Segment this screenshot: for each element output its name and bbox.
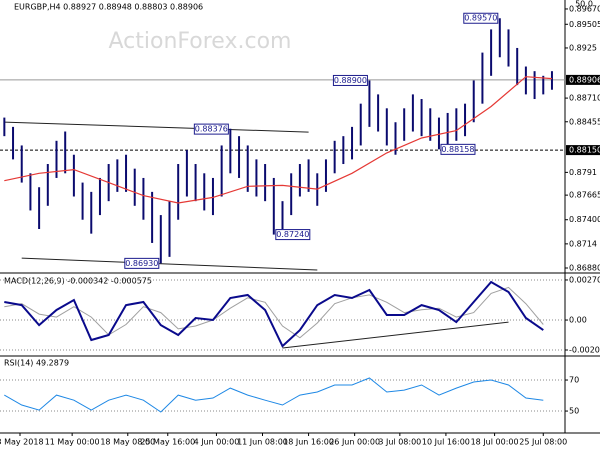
x-tick-label: 18 Jun 16:00 bbox=[283, 438, 334, 447]
y-tick-label: 0.002705 bbox=[569, 275, 600, 284]
annotation-box bbox=[275, 229, 311, 241]
trendline bbox=[4, 121, 309, 133]
x-tick-label: 26 Jun 00:00 bbox=[329, 438, 380, 447]
annotation-box bbox=[124, 257, 160, 269]
y-tick-label: 70 bbox=[569, 376, 579, 385]
annotation-box bbox=[440, 143, 476, 155]
watermark: ActionForex.com bbox=[109, 29, 292, 54]
annotation-label: 0.89570 bbox=[464, 14, 497, 23]
y-tick-label: 0.8925 bbox=[569, 43, 597, 52]
y-tick-label: 0.88455 bbox=[569, 117, 600, 126]
annotation-label: 0.88158 bbox=[441, 145, 474, 154]
trendline bbox=[21, 257, 318, 271]
x-tick-label: 11 May 00:00 bbox=[45, 438, 100, 447]
y-tick-label: 0.00 bbox=[569, 316, 587, 325]
rsi-line bbox=[4, 377, 544, 413]
scale-label: 50.0 bbox=[575, 0, 593, 9]
moving-average bbox=[4, 76, 553, 204]
level-label: 0.88150 bbox=[569, 146, 600, 155]
y-tick-label: 0.89505 bbox=[569, 20, 600, 29]
annotation-box bbox=[193, 123, 229, 135]
x-tick-label: 18 Jul 00:00 bbox=[471, 438, 519, 447]
macd-trendline bbox=[282, 321, 509, 349]
annotation-label: 0.86930 bbox=[125, 259, 158, 268]
x-tick-label: 25 May 16:00 bbox=[140, 438, 195, 447]
x-tick-label: 10 Jul 16:00 bbox=[422, 438, 470, 447]
macd-signal bbox=[4, 286, 544, 339]
x-tick-label: 3 May 2018 bbox=[0, 438, 44, 447]
annotation-label: 0.87240 bbox=[276, 230, 309, 239]
level-box bbox=[566, 145, 600, 156]
chart-title: EURGBP,H4 0.88927 0.88948 0.88803 0.8890… bbox=[14, 3, 203, 12]
y-tick-label: 0.88710 bbox=[569, 94, 600, 103]
x-tick-label: 18 May 08:00 bbox=[100, 438, 155, 447]
y-tick-label: -0.002023 bbox=[569, 346, 600, 355]
level-box bbox=[566, 74, 600, 85]
y-tick-label: 0.86880 bbox=[569, 264, 600, 273]
level-label: 0.88906 bbox=[569, 75, 600, 84]
annotation-label: 0.88376 bbox=[195, 125, 228, 134]
y-tick-label: 50 bbox=[569, 407, 579, 416]
annotation-label: 0.88900 bbox=[334, 76, 367, 85]
macd-line bbox=[4, 280, 544, 348]
y-tick-label: 0.87400 bbox=[569, 215, 600, 224]
x-tick-label: 11 Jun 08:00 bbox=[237, 438, 288, 447]
y-tick-label: 0.8791 bbox=[569, 168, 597, 177]
rsi-label: RSI(14) 49.2879 bbox=[4, 359, 69, 368]
y-tick-label: 0.87665 bbox=[569, 191, 600, 200]
x-tick-label: 3 Jul 08:00 bbox=[378, 438, 421, 447]
annotation-box bbox=[332, 74, 368, 86]
y-tick-label: 0.8714 bbox=[569, 239, 597, 248]
x-tick-label: 4 Jun 00:00 bbox=[194, 438, 240, 447]
annotation-box bbox=[463, 12, 499, 24]
x-tick-label: 25 Jul 08:00 bbox=[519, 438, 567, 447]
y-tick-label: 0.89670 bbox=[569, 4, 600, 13]
macd-label: MACD(12,26,9) -0.000342 -0.000575 bbox=[4, 277, 152, 286]
